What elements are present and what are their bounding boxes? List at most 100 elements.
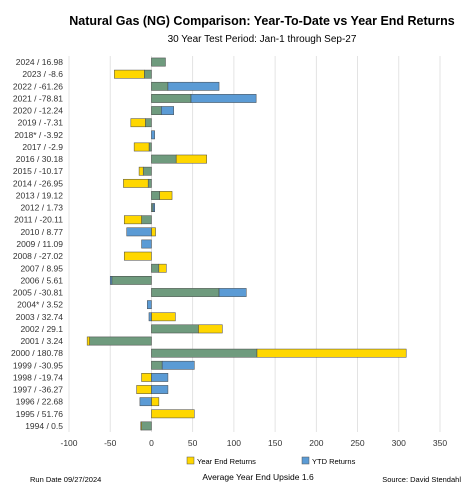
ytd-bar <box>147 300 152 310</box>
category-label: 2005 / -30.81 <box>13 288 63 298</box>
overlap-bar <box>141 421 152 431</box>
overlap-bar <box>151 94 192 103</box>
overlap-bar <box>151 81 169 91</box>
overlap-bar <box>151 191 160 200</box>
year-end-bar <box>256 348 407 358</box>
year-end-bar <box>151 397 160 407</box>
source-note: Source: David Stendahl <box>382 475 461 484</box>
category-label: 1994 / 0.5 <box>25 421 63 431</box>
ytd-bar <box>139 397 152 407</box>
overlap-bar <box>89 336 152 346</box>
legend-label-year-end: Year End Returns <box>197 457 256 466</box>
x-tick-label: 0 <box>149 438 154 448</box>
year-end-bar <box>138 166 144 176</box>
year-end-bar <box>141 373 152 382</box>
year-end-bar <box>159 191 173 200</box>
run-date: Run Date 09/27/2024 <box>30 475 101 484</box>
year-end-bar <box>130 118 146 128</box>
category-label: 2008 / -27.02 <box>13 251 63 261</box>
ytd-bar <box>190 94 257 103</box>
category-label: 2014 / -26.95 <box>13 178 63 188</box>
legend: Year End Returns YTD Returns <box>186 456 356 466</box>
ytd-bar <box>151 130 155 140</box>
overlap-bar <box>142 166 152 176</box>
category-label: 2009 / 11.09 <box>16 239 63 249</box>
x-tick-label: 100 <box>227 438 241 448</box>
category-label: 2006 / 5.61 <box>20 275 63 285</box>
category-label: 2020 / -12.24 <box>13 106 63 116</box>
overlap-bar <box>141 215 152 225</box>
x-tick-label: 50 <box>188 438 198 448</box>
ytd-bar <box>126 227 152 237</box>
x-tick-label: 350 <box>433 438 447 448</box>
category-label: 2010 / 8.77 <box>20 227 63 237</box>
gridlines <box>68 56 441 432</box>
overlap-bar <box>151 348 258 358</box>
ytd-bar <box>167 81 220 91</box>
year-end-bar <box>123 215 142 225</box>
legend-swatch-year-end <box>186 456 195 465</box>
x-tick-label: -100 <box>60 438 77 448</box>
overlap-bar <box>151 263 160 273</box>
year-end-bar <box>86 336 90 346</box>
year-end-bar <box>114 69 145 79</box>
category-label: 2007 / 8.95 <box>20 263 63 273</box>
category-label: 2019 / -7.31 <box>18 118 64 128</box>
category-label: 1996 / 22.68 <box>16 397 64 407</box>
category-label: 2013 / 19.12 <box>16 190 64 200</box>
x-tick-label: -50 <box>104 438 117 448</box>
category-label: 2023 / -8.6 <box>22 69 63 79</box>
overlap-bar <box>148 142 152 152</box>
year-end-bar <box>133 142 150 152</box>
x-tick-label: 300 <box>392 438 406 448</box>
overlap-bar <box>151 360 163 370</box>
year-end-bar <box>175 154 207 164</box>
legend-swatch-ytd <box>301 456 310 465</box>
category-label: 2011 / -20.11 <box>14 215 63 225</box>
category-label: 2016 / 30.18 <box>16 154 64 164</box>
category-label: 2017 / -2.9 <box>22 142 63 152</box>
year-end-bar <box>123 251 152 261</box>
year-end-bar <box>158 263 167 273</box>
category-label: 2001 / 3.24 <box>20 336 63 346</box>
ytd-bar <box>148 312 152 322</box>
year-end-bar <box>136 385 152 394</box>
year-end-bar <box>151 312 176 322</box>
overlap-bar <box>111 276 152 285</box>
year-end-bar <box>123 178 149 188</box>
ytd-bar <box>152 203 155 212</box>
ytd-bar <box>151 385 169 394</box>
overlap-bar <box>147 178 152 188</box>
x-tick-label: 200 <box>309 438 323 448</box>
category-label: 2002 / 29.1 <box>20 324 63 334</box>
category-label: 2015 / -10.17 <box>13 166 63 176</box>
bars <box>86 57 407 431</box>
category-label: 2000 / 180.78 <box>11 348 63 358</box>
category-labels: 2024 / 16.98 2023 / -8.6 2022 / -61.26 2021… <box>11 57 63 431</box>
category-label: 2004* / 3.52 <box>17 300 63 310</box>
category-label: 2018* / -3.92 <box>14 130 63 140</box>
overlap-bar <box>144 69 152 79</box>
x-tick-labels: -100 -50 0 50 100 150 200 250 300 350 <box>60 438 447 448</box>
category-label: 2024 / 16.98 <box>16 57 64 67</box>
year-end-bar <box>198 324 223 334</box>
category-label: 2022 / -61.26 <box>13 81 63 91</box>
category-label: 1999 / -30.95 <box>13 360 63 370</box>
overlap-bar <box>151 57 166 67</box>
chart-title: Natural Gas (NG) Comparison: Year-To-Dat… <box>69 14 455 28</box>
category-label: 2012 / 1.73 <box>20 203 63 213</box>
x-axis-label: Average Year End Upside 1.6 <box>202 472 314 482</box>
category-label: 1998 / -19.74 <box>13 372 63 382</box>
overlap-bar <box>145 118 152 128</box>
ytd-bar <box>218 288 247 297</box>
category-label: 1997 / -36.27 <box>13 385 63 395</box>
overlap-bar <box>151 106 162 115</box>
category-label: 2021 / -78.81 <box>13 93 63 103</box>
chart-subtitle: 30 Year Test Period: Jan-1 through Sep-2… <box>168 34 357 45</box>
x-tick-label: 250 <box>350 438 364 448</box>
overlap-bar <box>151 154 177 164</box>
legend-label-ytd: YTD Returns <box>312 457 356 466</box>
category-label: 2003 / 32.74 <box>16 312 64 322</box>
ytd-bar <box>109 276 113 285</box>
